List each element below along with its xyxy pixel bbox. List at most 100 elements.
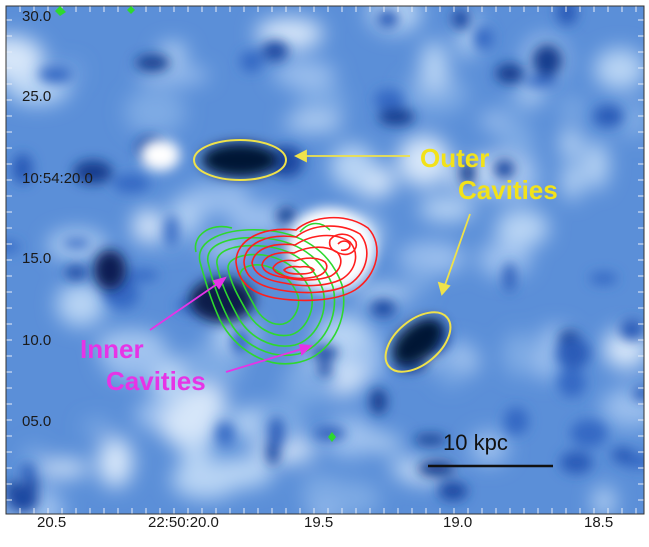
dec-tick-label: 30.0	[22, 8, 52, 25]
background-blotch	[323, 416, 376, 458]
background-dark-spot	[378, 108, 415, 126]
background-dark-spot	[62, 238, 91, 249]
background-dark-spot	[417, 460, 456, 477]
outer-cavity-ellipse-southwest	[384, 311, 452, 373]
background-dark-spot	[493, 159, 516, 179]
background-blotch	[533, 343, 559, 381]
background-blotch	[124, 88, 186, 136]
outer-cavities-line2: Cavities	[458, 175, 558, 205]
outer-cavities-line1: Outer	[420, 143, 490, 173]
background-blotch	[390, 457, 420, 475]
background-blotch	[149, 66, 210, 84]
background-blotch	[397, 134, 451, 187]
background-dark-spot	[240, 50, 263, 72]
outer-cavities-label: Outer Cavities	[420, 143, 558, 205]
background-dark-spot	[438, 481, 468, 501]
background-dark-spot	[230, 327, 251, 356]
background-dark-spot	[120, 269, 159, 281]
background-dark-spot	[112, 174, 150, 193]
background-dark-spot	[216, 422, 234, 446]
background-blotch	[324, 481, 381, 514]
background-blotch	[470, 172, 541, 199]
frame-ticks	[6, 6, 644, 514]
ra-tick-label: 19.5	[304, 514, 334, 531]
background-blotch	[593, 486, 615, 514]
background-blotch	[594, 48, 644, 90]
background-dark-spot	[313, 426, 347, 440]
background-blotch	[469, 431, 509, 465]
background-dark-spot	[370, 299, 397, 318]
background-dark-spot	[370, 388, 387, 415]
dec-tick-label: 15.0	[22, 250, 52, 267]
background-blotch	[184, 184, 227, 216]
background-blotch	[56, 282, 106, 327]
ra-tick-label: 18.5	[584, 514, 614, 531]
background-dark-spot	[311, 345, 339, 360]
scale-bar-label: 10 kpc	[443, 430, 508, 455]
background-dark-spot	[374, 89, 404, 111]
background-dark-spot	[73, 160, 113, 185]
background-blotch	[561, 162, 583, 201]
background-dark-spot	[165, 214, 178, 248]
background-dark-spot	[589, 272, 618, 285]
background-blotch	[558, 96, 586, 121]
inner-cavities-line2: Cavities	[106, 366, 206, 396]
background-blotch	[602, 391, 644, 421]
green-contours	[194, 222, 345, 365]
ra-tick-label: 19.0	[443, 514, 473, 531]
cavity-ellipses	[193, 139, 452, 373]
inner-cavities-label: Inner Cavities	[80, 334, 206, 396]
background-dark-spot	[503, 407, 529, 435]
background-dark-spot	[451, 8, 470, 30]
background-blotch	[418, 196, 475, 222]
background-blotch	[420, 40, 449, 93]
background-dark-spot	[593, 105, 624, 127]
background-dark-spot	[503, 262, 516, 293]
ra-tick-label: 22:50:20.0	[148, 514, 219, 531]
background-blotch	[180, 343, 244, 389]
background-dark-spot	[524, 75, 559, 88]
background-blotch	[559, 127, 583, 159]
background-dark-spot	[261, 40, 289, 62]
background-blotch	[132, 209, 164, 240]
background-dark-spot	[532, 44, 563, 77]
background-blotch	[365, 434, 402, 451]
background-blotch	[497, 119, 535, 167]
central-bright-emission	[140, 139, 375, 292]
dec-tick-label: 05.0	[22, 413, 52, 430]
background-blotch	[97, 437, 134, 488]
map-background	[6, 6, 644, 514]
background-dark-spot	[135, 54, 170, 72]
red-contours	[235, 216, 378, 302]
background-blotch	[295, 82, 346, 123]
ra-tick-label: 20.5	[37, 514, 67, 531]
background-blotch	[283, 114, 344, 132]
dec-tick-label: 25.0	[22, 88, 52, 105]
background-blotch	[502, 332, 537, 377]
background-dark-spot	[556, 6, 578, 26]
background-dark-spot	[556, 337, 591, 369]
background-blotch	[480, 111, 509, 130]
background-blotch	[402, 73, 469, 115]
background-blotch	[477, 240, 531, 278]
background-blotch	[82, 419, 112, 436]
background-blotch	[616, 101, 644, 139]
cavity-dark-regions	[94, 143, 444, 366]
background-blotch	[101, 340, 165, 381]
background-dark-spot	[570, 419, 608, 448]
background-blotch	[407, 259, 430, 297]
outer-cavity-arrows	[293, 149, 471, 296]
background-dark-spot	[413, 434, 447, 445]
background-blotch	[583, 141, 609, 190]
plot-border	[5, 5, 645, 515]
background-blotch	[6, 35, 45, 81]
background-dark-spot	[459, 160, 476, 187]
background-blotch	[495, 208, 549, 248]
background-dark-spot	[611, 447, 634, 463]
background-dark-spot	[559, 451, 593, 474]
inner-cavity-arrows	[149, 276, 314, 373]
background-dark-spot	[632, 386, 644, 401]
background-dark-spot	[619, 318, 644, 341]
